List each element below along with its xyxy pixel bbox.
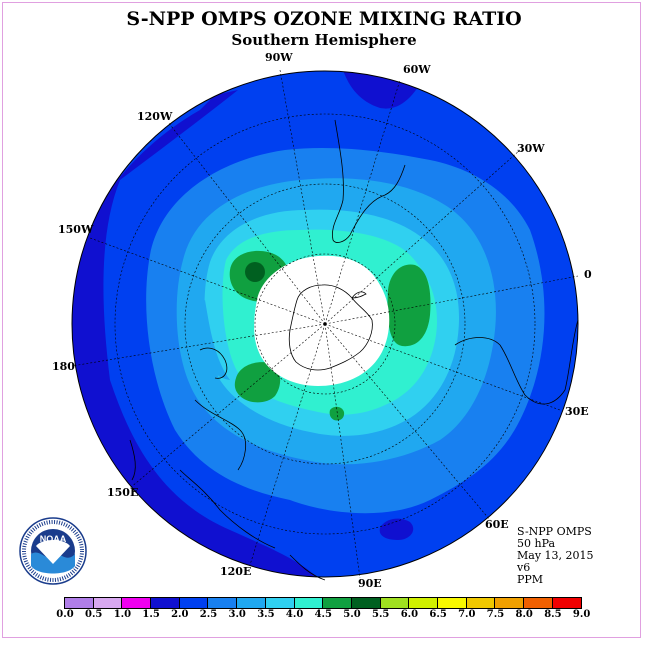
graticule — [71, 69, 579, 579]
colorbar-swatch — [437, 598, 467, 608]
colorbar-tick-label: 6.5 — [429, 609, 447, 620]
latitude-circle — [254, 253, 396, 395]
colorbar-swatch — [265, 598, 295, 608]
pressure-level: 50 hPa — [517, 537, 556, 550]
colorbar-swatch — [151, 598, 180, 608]
contour-1.5 — [72, 90, 320, 577]
figure-frame — [2, 2, 641, 638]
lon-label-120w: 120W — [137, 110, 173, 123]
meridian-90e — [324, 323, 361, 579]
lon-label-150e: 150E — [107, 486, 138, 499]
contour-4.5-patch — [234, 362, 281, 403]
lon-label-90e: 90E — [358, 577, 382, 590]
colorbar-swatch — [208, 598, 238, 608]
south-america-coast — [349, 164, 406, 236]
lon-label-60e: 60E — [485, 518, 509, 531]
colorbar-tick-label: 2.0 — [171, 609, 189, 620]
colorbar-swatch — [466, 598, 496, 608]
colorbar-tick-label: 0.5 — [84, 609, 103, 620]
colorbar-tick-label: 1.5 — [142, 609, 160, 620]
africa-coast — [564, 319, 579, 391]
latitude-circle — [184, 183, 466, 465]
latitude-circle — [114, 113, 536, 535]
meridian-60e — [324, 323, 491, 521]
lon-label-30e: 30E — [565, 405, 589, 418]
colorbar-swatch — [380, 598, 410, 608]
meridian-30e — [324, 323, 561, 411]
colorbar-ticks: 0.0 0.5 1.0 1.5 2.0 2.5 3.0 3.5 4.0 4.5 5.0 5.5 6.0 6… — [0, 609, 648, 623]
colorbar-tick-label: 4.0 — [285, 609, 304, 620]
colorbar-tick-label: 7.5 — [486, 609, 505, 620]
colorbar-tick-label: 6.0 — [400, 609, 419, 620]
meridian-90w — [279, 69, 326, 325]
colorbar-tick-label: 0.0 — [56, 609, 74, 620]
colorbar-tick-label: 4.5 — [314, 609, 332, 620]
south-america-outline — [332, 119, 351, 243]
colorbar-tick-label: 5.5 — [371, 609, 390, 620]
australia-outline — [179, 469, 276, 549]
colorbar — [64, 597, 583, 609]
noaa-logo-text: NOAA — [40, 534, 67, 544]
australia-coast — [194, 399, 247, 471]
island-outline — [129, 439, 136, 481]
map-title: S-NPP OMPS OZONE MIXING RATIO — [126, 8, 522, 30]
contour-5.0-core — [245, 262, 265, 282]
africa-outline — [454, 337, 566, 405]
lon-label-0: 0 — [584, 268, 592, 281]
colorbar-swatch — [294, 598, 324, 608]
lon-label-60w: 60W — [403, 63, 431, 76]
lon-label-120e: 120E — [220, 565, 251, 578]
colorbar-tick-label: 1.0 — [113, 609, 132, 620]
meridian-30w — [324, 149, 521, 325]
meridian-120w — [167, 121, 326, 325]
colorbar-tick-label: 5.0 — [343, 609, 361, 620]
lon-label-90w: 90W — [265, 51, 293, 64]
meridian-0 — [324, 275, 579, 325]
instrument-label: S-NPP OMPS — [517, 525, 592, 538]
lon-label-150w: 150W — [58, 223, 94, 236]
land-outlines — [129, 119, 579, 581]
lon-label-180: 180 — [52, 360, 75, 373]
colorbar-tick-label: 2.5 — [199, 609, 218, 620]
antarctica-coastline — [288, 284, 373, 371]
contour-4.5-patch — [329, 406, 345, 421]
meridian-180 — [71, 323, 326, 367]
contour-3.0-lobe — [194, 300, 230, 380]
colorbar-swatch — [552, 598, 582, 608]
colorbar-swatch — [495, 598, 524, 608]
indonesia-outline — [289, 554, 326, 581]
lon-label-30w: 30W — [517, 142, 545, 155]
no-data-region — [254, 255, 390, 386]
date-label: May 13, 2015 — [517, 549, 594, 562]
map-boundary — [71, 70, 579, 578]
meridian-150w — [89, 237, 326, 325]
colorbar-tick-label: 7.0 — [458, 609, 476, 620]
contour-1.5-patch — [379, 518, 414, 540]
product-info: S-NPP OMPS 50 hPa May 13, 2015 v6 PPM — [517, 526, 594, 586]
meridian-150e — [129, 323, 326, 489]
colorbar-swatch — [122, 598, 152, 608]
version-label: v6 — [517, 561, 531, 574]
colorbar-swatch — [179, 598, 209, 608]
colorbar-swatch — [524, 598, 553, 608]
map-subtitle: Southern Hemisphere — [231, 31, 417, 49]
colorbar-swatch — [351, 598, 381, 608]
colorbar-swatch — [237, 598, 266, 608]
colorbar-tick-label: 9.0 — [572, 609, 591, 620]
colorbar-tick-label: 3.0 — [228, 609, 246, 620]
colorbar-tick-label: 8.5 — [544, 609, 562, 620]
contour-4.5-patch — [387, 264, 431, 347]
new-zealand-outline — [199, 347, 228, 379]
units-label: PPM — [517, 573, 544, 586]
colorbar-swatch — [323, 598, 352, 608]
colorbar-swatch — [409, 598, 438, 608]
south-pole-marker — [323, 322, 327, 326]
colorbar-swatch — [65, 598, 94, 608]
meridian-60w — [324, 79, 401, 325]
colorbar-tick-label: 8.0 — [515, 609, 533, 620]
colorbar-tick-label: 3.5 — [257, 609, 275, 620]
colorbar-swatch — [93, 598, 123, 608]
noaa-logo: NOAA — [19, 517, 87, 585]
